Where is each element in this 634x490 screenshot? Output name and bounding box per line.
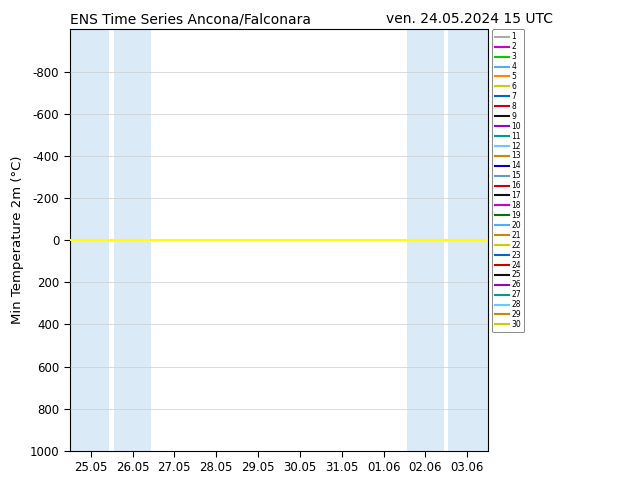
Text: ven. 24.05.2024 15 UTC: ven. 24.05.2024 15 UTC — [385, 12, 553, 26]
Bar — [113, 29, 152, 451]
Bar — [448, 29, 488, 451]
Y-axis label: Min Temperature 2m (°C): Min Temperature 2m (°C) — [11, 156, 24, 324]
Bar — [70, 29, 110, 451]
Legend: 1, 2, 3, 4, 5, 6, 7, 8, 9, 10, 11, 12, 13, 14, 15, 16, 17, 18, 19, 20, 21, 22, 2: 1, 2, 3, 4, 5, 6, 7, 8, 9, 10, 11, 12, 1… — [493, 29, 524, 332]
Bar — [406, 29, 444, 451]
Text: ENS Time Series Ancona/Falconara: ENS Time Series Ancona/Falconara — [70, 12, 311, 26]
